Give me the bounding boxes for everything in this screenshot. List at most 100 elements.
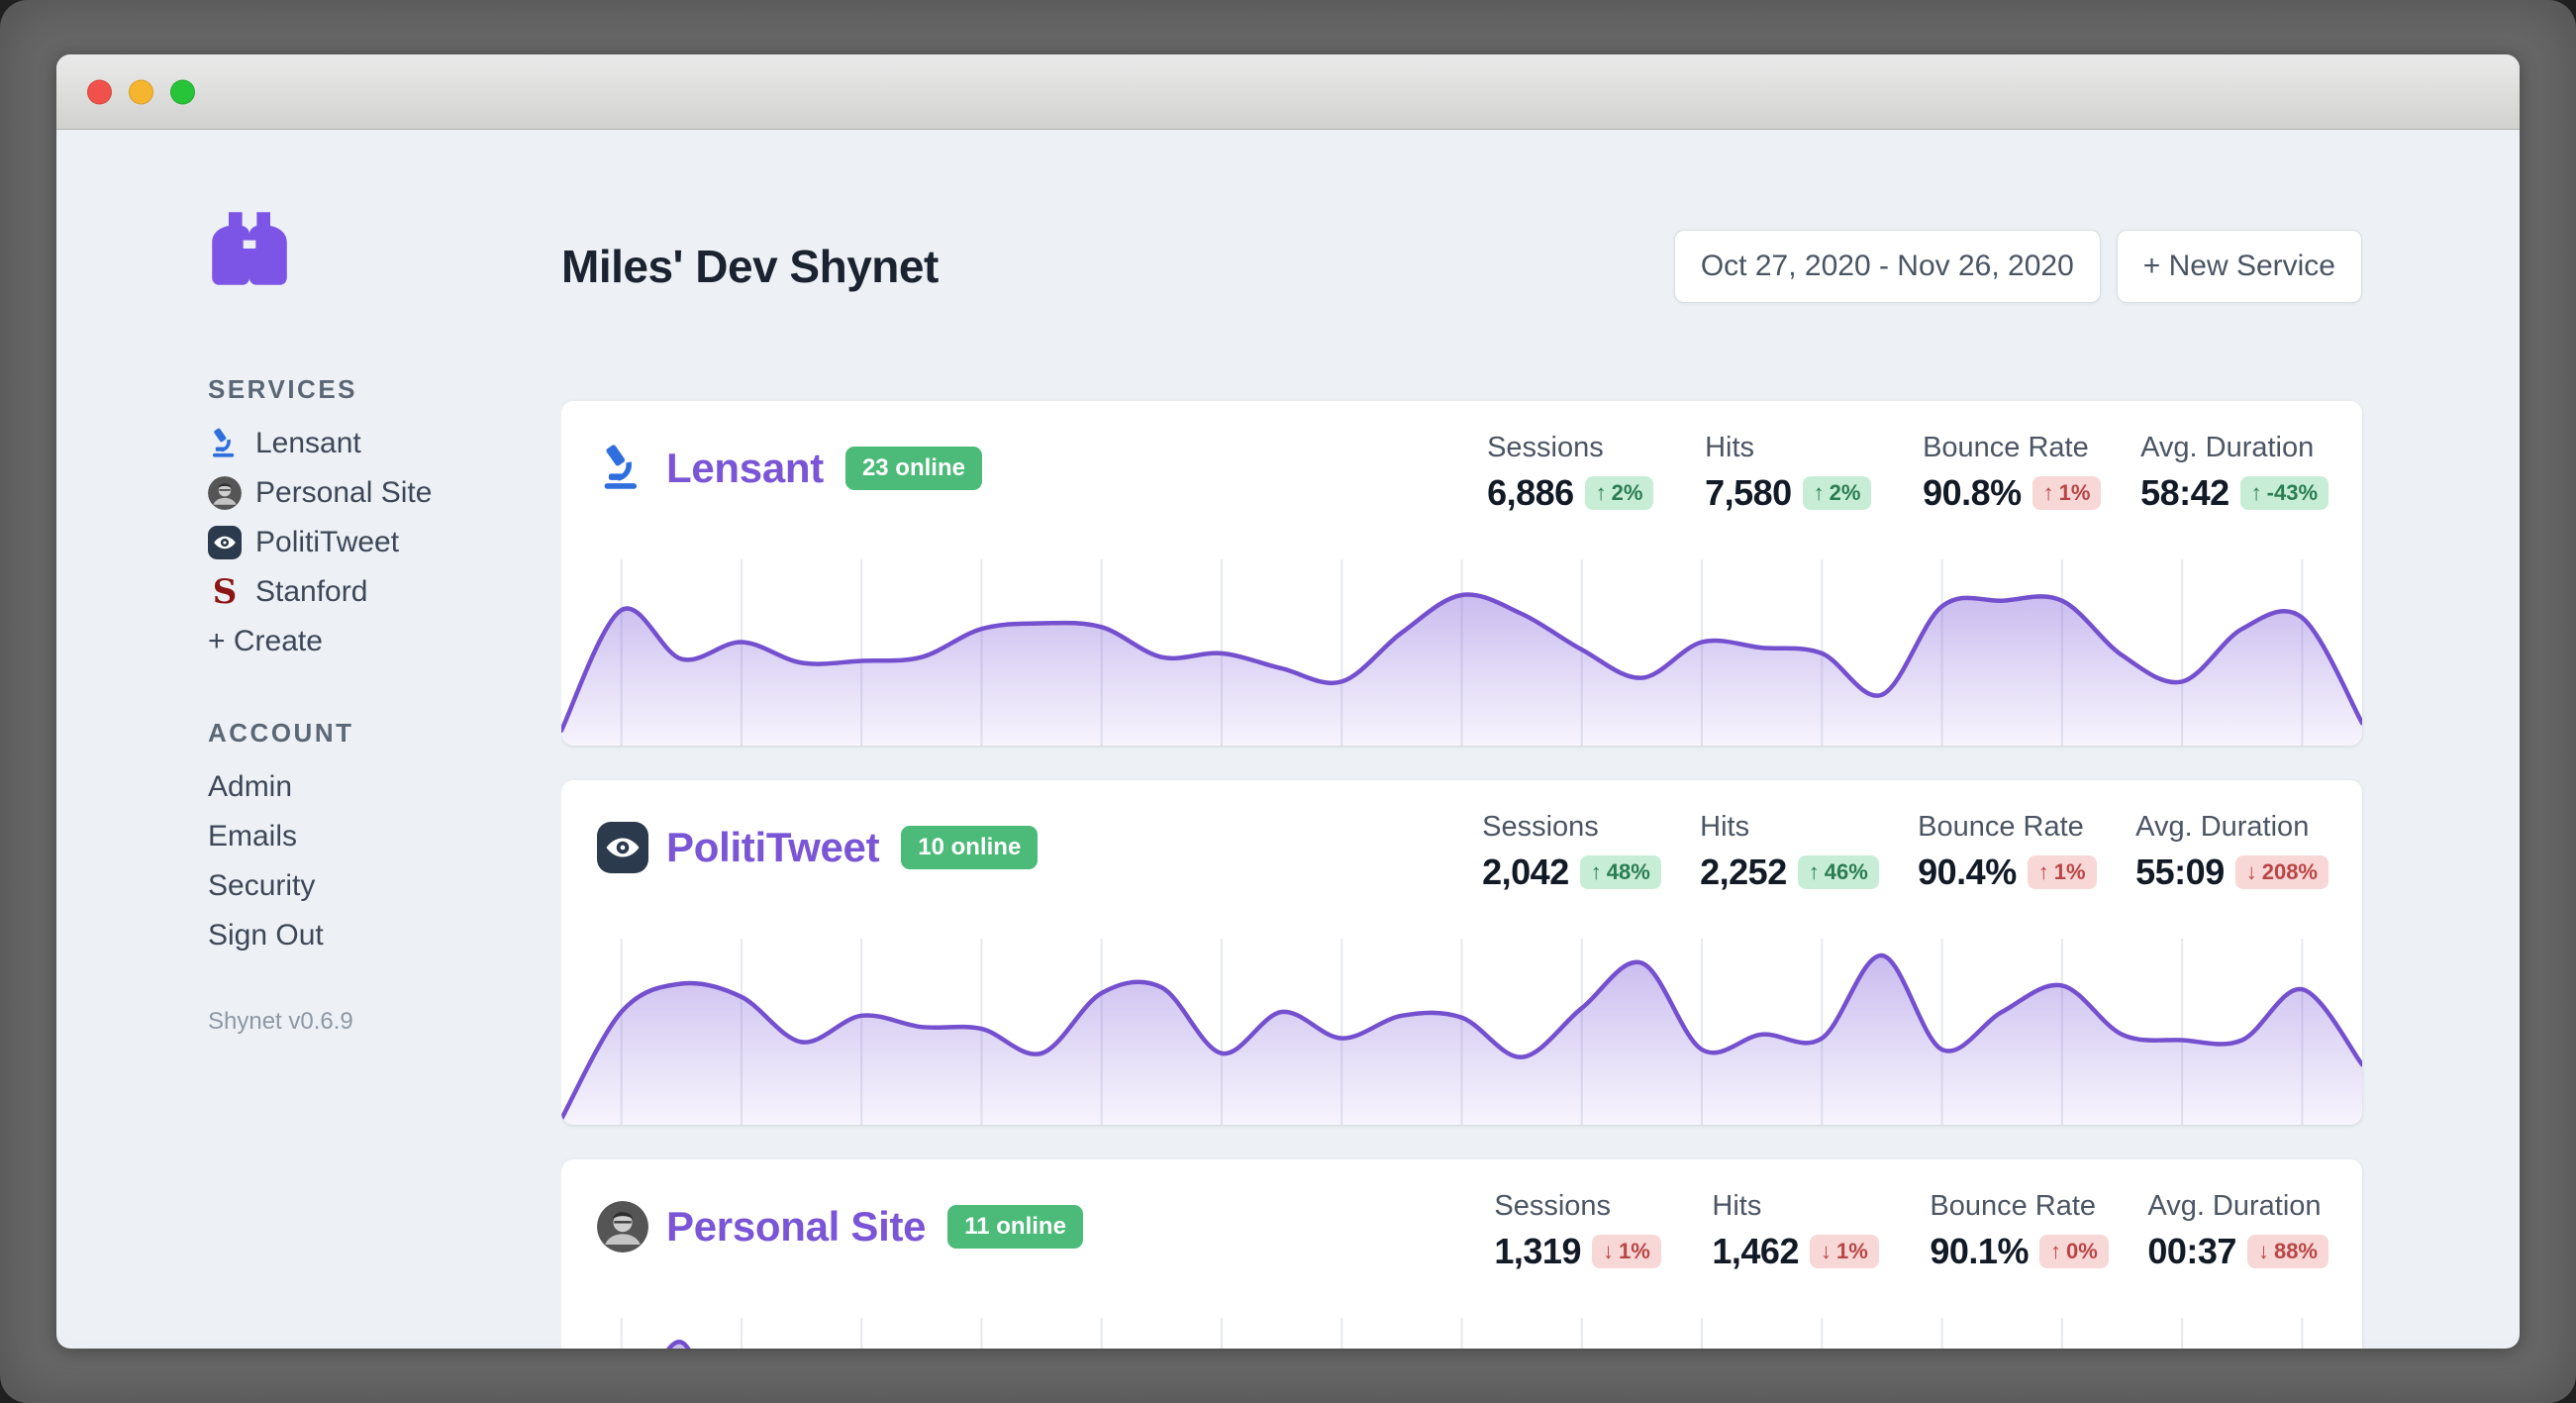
stat-label: Hits: [1705, 431, 1755, 463]
stat-label: Bounce Rate: [1923, 431, 2089, 463]
app-version-label: Shynet v0.6.9: [208, 1008, 353, 1035]
services-section-heading: SERVICES: [208, 374, 358, 404]
stat-change-badge: ↓ 208%: [2234, 854, 2328, 889]
trend-arrow-icon: ↓: [2245, 858, 2257, 884]
sidebar-item-emails[interactable]: Emails: [208, 812, 561, 861]
online-count-badge: 10 online: [901, 825, 1039, 869]
stat-value: 55:09: [2135, 851, 2225, 892]
close-window-button[interactable]: [87, 79, 112, 104]
page-content: SERVICES Lensant Personal Site PolitiTwe…: [56, 130, 2520, 1349]
stat-value: 2,042: [1482, 851, 1569, 892]
stat-change-badge: ↑ 46%: [1797, 854, 1879, 889]
stat-column: Bounce Rate 90.4% ↑ 1%: [1918, 810, 2135, 892]
service-name-link[interactable]: Lensant: [666, 444, 824, 491]
service-card-header: Lensant 23 online Sessions 6,886 ↑ 2% Hi…: [561, 401, 2362, 513]
window-titlebar[interactable]: [56, 54, 2520, 130]
stat-change-badge: ↓ 1%: [1809, 1234, 1879, 1268]
trend-arrow-icon: ↑: [2049, 1238, 2061, 1263]
stat-value-row: 2,042 ↑ 48%: [1482, 852, 1700, 892]
stat-column: Bounce Rate 90.1% ↑ 0%: [1930, 1189, 2147, 1271]
stat-column: Bounce Rate 90.8% ↑ 1%: [1923, 431, 2140, 513]
sidebar-item-label: PolitiTweet: [255, 526, 400, 558]
stat-label: Sessions: [1494, 1189, 1612, 1222]
stat-value-row: 90.8% ↑ 1%: [1923, 471, 2140, 513]
change-percent: 0%: [2065, 1238, 2098, 1263]
stat-value-row: 1,319 ↓ 1%: [1494, 1231, 1712, 1271]
stanford-favicon: S: [212, 572, 238, 612]
service-card-personal-site: Personal Site 11 online Sessions 1,319 ↓…: [561, 1158, 2362, 1349]
trend-arrow-icon: ↑: [1595, 479, 1607, 505]
sessions-area-chart: [620, 1317, 2304, 1349]
stat-change-badge: ↑ 1%: [2031, 475, 2102, 510]
sidebar-item-polititweet[interactable]: PolitiTweet: [208, 518, 561, 567]
stat-value: 90.8%: [1923, 471, 2022, 513]
trend-arrow-icon: ↑: [1808, 858, 1820, 884]
window-controls: [87, 79, 195, 104]
stat-value-row: 7,580 ↑ 2%: [1705, 471, 1923, 513]
trend-arrow-icon: ↑: [2037, 858, 2049, 884]
page-title: Miles' Dev Shynet: [561, 240, 939, 292]
service-name-link[interactable]: Personal Site: [666, 1202, 927, 1250]
sidebar-item-create[interactable]: + Create: [208, 617, 561, 666]
sidebar-item-personal-site[interactable]: Personal Site: [208, 468, 561, 518]
change-percent: 46%: [1824, 858, 1868, 884]
sidebar-item-sign-out[interactable]: Sign Out: [208, 911, 561, 960]
sidebar-section-account: ACCOUNT Admin Emails Security Sign Out: [208, 718, 561, 960]
stat-column: Avg. Duration 58:42 ↑ -43%: [2140, 431, 2328, 513]
account-nav-list: Admin Emails Security Sign Out: [208, 762, 561, 960]
date-range-button[interactable]: Oct 27, 2020 - Nov 26, 2020: [1673, 229, 2101, 303]
stat-column: Hits 1,462 ↓ 1%: [1712, 1189, 1930, 1271]
stat-label: Avg. Duration: [2135, 810, 2310, 843]
sidebar-item-label: Admin: [208, 770, 293, 803]
stat-label: Bounce Rate: [1930, 1189, 2097, 1222]
stat-value-row: 90.4% ↑ 1%: [1918, 852, 2135, 892]
trend-arrow-icon: ↑: [1590, 858, 1602, 884]
sidebar-item-label: Emails: [208, 820, 298, 852]
sidebar-item-admin[interactable]: Admin: [208, 762, 561, 812]
avatar-favicon: [208, 476, 242, 510]
dashboard-main: Miles' Dev Shynet Oct 27, 2020 - Nov 26,…: [561, 130, 2520, 1349]
stat-label: Sessions: [1487, 431, 1604, 463]
app-window: SERVICES Lensant Personal Site PolitiTwe…: [56, 54, 2520, 1349]
microscope-favicon: [597, 443, 648, 494]
trend-arrow-icon: ↓: [2257, 1238, 2269, 1263]
stat-value: 1,462: [1712, 1230, 1799, 1271]
stat-value-row: 2,252 ↑ 46%: [1700, 852, 1918, 892]
stat-change-badge: ↓ 1%: [1591, 1234, 1661, 1268]
online-count-badge: 23 online: [844, 446, 982, 490]
service-card-header: Personal Site 11 online Sessions 1,319 ↓…: [561, 1159, 2362, 1271]
stat-value-row: 00:37 ↓ 88%: [2147, 1230, 2328, 1271]
sidebar-item-security[interactable]: Security: [208, 861, 561, 911]
change-percent: 1%: [1835, 1238, 1868, 1263]
change-percent: 2%: [1829, 479, 1861, 505]
service-card-header: PolitiTweet 10 online Sessions 2,042 ↑ 4…: [561, 780, 2362, 892]
trend-arrow-icon: ↑: [1813, 479, 1825, 505]
stat-value: 00:37: [2147, 1230, 2236, 1271]
change-percent: 48%: [1606, 858, 1650, 884]
stat-change-badge: ↑ 2%: [1802, 475, 1872, 510]
sidebar-item-lensant[interactable]: Lensant: [208, 419, 561, 468]
service-stats: Sessions 6,886 ↑ 2% Hits 7,580 ↑ 2% Boun…: [1487, 431, 2328, 513]
stat-value-row: 1,462 ↓ 1%: [1712, 1230, 1930, 1271]
stat-value: 7,580: [1705, 471, 1792, 513]
stat-value-row: 55:09 ↓ 208%: [2135, 852, 2328, 892]
stat-column: Hits 2,252 ↑ 46%: [1700, 810, 1918, 892]
microscope-favicon: [208, 427, 242, 460]
trend-arrow-icon: ↑: [2042, 479, 2054, 505]
service-card-polititweet: PolitiTweet 10 online Sessions 2,042 ↑ 4…: [561, 779, 2362, 1125]
service-stats: Sessions 2,042 ↑ 48% Hits 2,252 ↑ 46% Bo…: [1482, 810, 2328, 892]
service-title-group: Personal Site 11 online: [597, 1199, 1083, 1254]
online-count-badge: 11 online: [947, 1204, 1083, 1249]
minimize-window-button[interactable]: [129, 79, 153, 104]
service-title-group: PolitiTweet 10 online: [597, 820, 1039, 875]
service-name-link[interactable]: PolitiTweet: [666, 823, 880, 870]
stat-change-badge: ↑ 1%: [2027, 854, 2097, 889]
sidebar-item-label: Personal Site: [255, 476, 433, 509]
change-percent: 88%: [2273, 1238, 2318, 1263]
sidebar-item-stanford[interactable]: S Stanford: [208, 567, 561, 617]
new-service-button[interactable]: + New Service: [2116, 229, 2362, 303]
zoom-window-button[interactable]: [170, 79, 195, 104]
sidebar-section-services: SERVICES Lensant Personal Site PolitiTwe…: [208, 374, 561, 666]
sidebar-item-label: Sign Out: [208, 919, 324, 952]
